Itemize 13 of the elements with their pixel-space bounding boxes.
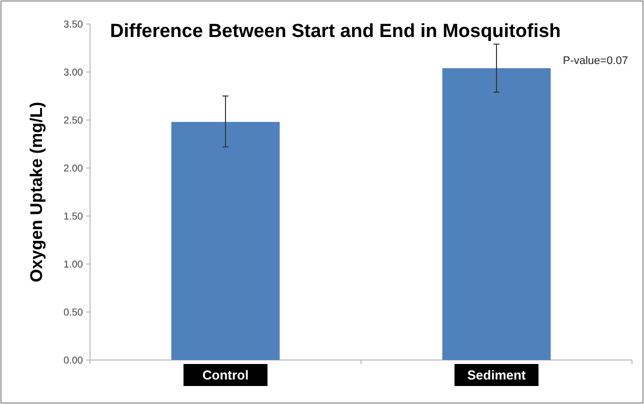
y-tick-label: 2.00: [64, 164, 84, 174]
annotation: P-value=0.07: [562, 55, 628, 67]
chart-title: Difference Between Start and End in Mosquitofish: [110, 21, 561, 42]
y-tick-label: 3.00: [64, 68, 84, 78]
y-tick-label: 0.50: [64, 308, 84, 318]
x-tick-label: Sediment: [467, 368, 526, 383]
y-tick-label: 0.00: [64, 356, 84, 366]
y-tick-label: 1.50: [64, 212, 84, 222]
y-tick-label: 3.50: [64, 20, 84, 30]
y-tick-label: 2.50: [64, 116, 84, 126]
y-axis-title: Oxygen Uptake (mg/L): [27, 102, 46, 282]
y-tick-label: 1.00: [64, 260, 84, 270]
x-tick-label: Control: [202, 368, 249, 383]
